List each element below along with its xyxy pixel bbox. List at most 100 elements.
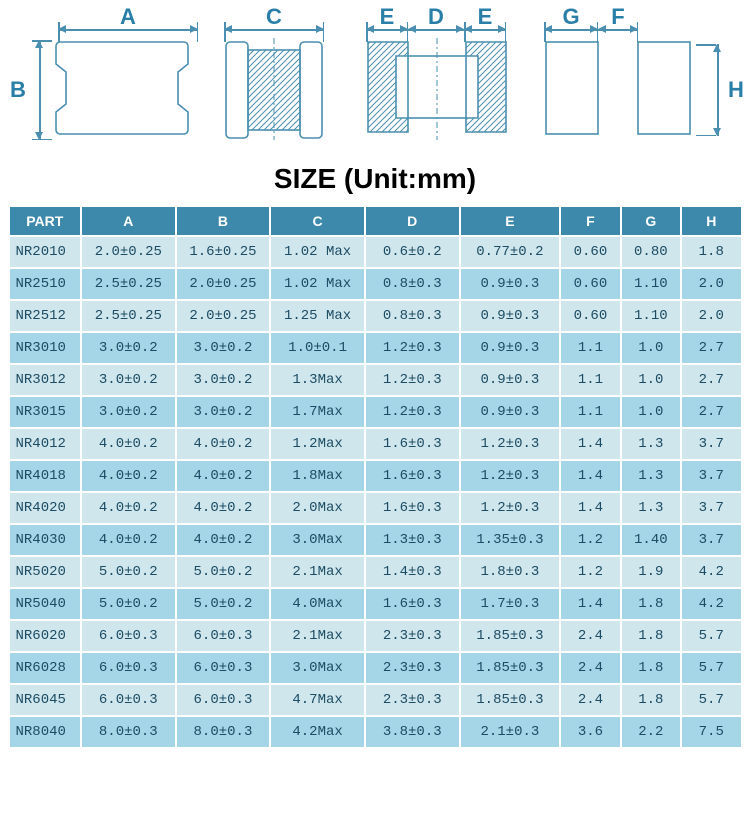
cell: 6.0±0.3 xyxy=(81,620,176,652)
section-shape xyxy=(352,36,522,144)
cell: 1.85±0.3 xyxy=(460,652,561,684)
cell: 3.0±0.2 xyxy=(81,332,176,364)
cell: 1.2±0.3 xyxy=(460,492,561,524)
cell: NR3010 xyxy=(9,332,81,364)
cell: 0.9±0.3 xyxy=(460,332,561,364)
cell: 3.0Max xyxy=(270,652,365,684)
cell: 0.9±0.3 xyxy=(460,396,561,428)
cell: 5.0±0.2 xyxy=(176,556,271,588)
cell: 1.6±0.3 xyxy=(365,588,460,620)
cell: 4.0±0.2 xyxy=(81,524,176,556)
table-row: NR25102.5±0.252.0±0.251.02 Max0.8±0.30.9… xyxy=(9,268,742,300)
cell: 4.0±0.2 xyxy=(176,460,271,492)
size-table: PARTABCDEFGH NR20102.0±0.251.6±0.251.02 … xyxy=(8,205,743,749)
cell: 2.3±0.3 xyxy=(365,652,460,684)
cell: 1.2±0.3 xyxy=(365,364,460,396)
table-row: NR60206.0±0.36.0±0.32.1Max2.3±0.31.85±0.… xyxy=(9,620,742,652)
cell: 4.0±0.2 xyxy=(81,460,176,492)
cell: 3.7 xyxy=(681,460,741,492)
col-d: D xyxy=(365,206,460,236)
cell: 0.9±0.3 xyxy=(460,268,561,300)
cell: 1.6±0.25 xyxy=(176,236,271,268)
cell: 0.8±0.3 xyxy=(365,300,460,332)
dimension-diagrams: A B C xyxy=(0,0,750,153)
cell: 1.10 xyxy=(621,300,681,332)
col-e: E xyxy=(460,206,561,236)
dim-label-b: B xyxy=(10,77,26,103)
cell: NR3015 xyxy=(9,396,81,428)
cell: 2.7 xyxy=(681,396,741,428)
dim-label-g: G xyxy=(562,4,579,30)
cell: 1.85±0.3 xyxy=(460,620,561,652)
table-row: NR60286.0±0.36.0±0.33.0Max2.3±0.31.85±0.… xyxy=(9,652,742,684)
cell: 7.5 xyxy=(681,716,741,748)
cell: 2.4 xyxy=(560,620,620,652)
cell: 0.9±0.3 xyxy=(460,364,561,396)
dim-label-a: A xyxy=(120,4,136,30)
cell: 3.7 xyxy=(681,492,741,524)
cell: 5.0±0.2 xyxy=(81,556,176,588)
cell: 1.8±0.3 xyxy=(460,556,561,588)
cell: 1.40 xyxy=(621,524,681,556)
cell: 1.8 xyxy=(621,684,681,716)
cell: 1.10 xyxy=(621,268,681,300)
col-c: C xyxy=(270,206,365,236)
cell: 1.0 xyxy=(621,332,681,364)
cell: 3.0±0.2 xyxy=(81,396,176,428)
cell: 1.4 xyxy=(560,460,620,492)
cell: 1.2 xyxy=(560,556,620,588)
table-row: NR25122.5±0.252.0±0.251.25 Max0.8±0.30.9… xyxy=(9,300,742,332)
cell: 2.5±0.25 xyxy=(81,268,176,300)
cell: NR2510 xyxy=(9,268,81,300)
cell: 6.0±0.3 xyxy=(176,652,271,684)
side-view-shape xyxy=(214,36,336,144)
dim-label-e2: E xyxy=(478,4,493,30)
cell: 1.2 xyxy=(560,524,620,556)
diagram-footprint-view: G F H xyxy=(538,8,732,144)
cell: 1.2±0.3 xyxy=(460,460,561,492)
cell: 1.3Max xyxy=(270,364,365,396)
col-f: F xyxy=(560,206,620,236)
cell: 1.4±0.3 xyxy=(365,556,460,588)
table-row: NR40184.0±0.24.0±0.21.8Max1.6±0.31.2±0.3… xyxy=(9,460,742,492)
cell: 4.0±0.2 xyxy=(176,492,271,524)
cell: NR5040 xyxy=(9,588,81,620)
cell: 0.60 xyxy=(560,268,620,300)
cell: 1.1 xyxy=(560,332,620,364)
cell: NR4030 xyxy=(9,524,81,556)
cell: 2.1Max xyxy=(270,620,365,652)
cell: 2.1Max xyxy=(270,556,365,588)
col-part: PART xyxy=(9,206,81,236)
cell: 1.3 xyxy=(621,460,681,492)
cell: 4.0±0.2 xyxy=(81,492,176,524)
col-a: A xyxy=(81,206,176,236)
table-row: NR30123.0±0.23.0±0.21.3Max1.2±0.30.9±0.3… xyxy=(9,364,742,396)
cell: NR2010 xyxy=(9,236,81,268)
cell: NR3012 xyxy=(9,364,81,396)
cell: 1.8 xyxy=(621,652,681,684)
cell: 6.0±0.3 xyxy=(81,652,176,684)
cell: 0.77±0.2 xyxy=(460,236,561,268)
cell: 1.0±0.1 xyxy=(270,332,365,364)
col-b: B xyxy=(176,206,271,236)
cell: 2.7 xyxy=(681,332,741,364)
cell: 2.3±0.3 xyxy=(365,684,460,716)
cell: 3.7 xyxy=(681,428,741,460)
cell: 2.2 xyxy=(621,716,681,748)
table-row: NR50205.0±0.25.0±0.22.1Max1.4±0.31.8±0.3… xyxy=(9,556,742,588)
cell: 6.0±0.3 xyxy=(176,684,271,716)
cell: 2.1±0.3 xyxy=(460,716,561,748)
cell: 4.2Max xyxy=(270,716,365,748)
cell: 4.0±0.2 xyxy=(176,524,271,556)
diagram-side-view: C xyxy=(214,8,336,149)
table-row: NR30103.0±0.23.0±0.21.0±0.11.2±0.30.9±0.… xyxy=(9,332,742,364)
cell: 1.1 xyxy=(560,364,620,396)
cell: 1.0 xyxy=(621,364,681,396)
cell: 4.0±0.2 xyxy=(81,428,176,460)
cell: 0.60 xyxy=(560,236,620,268)
cell: NR4012 xyxy=(9,428,81,460)
cell: 0.9±0.3 xyxy=(460,300,561,332)
cell: 1.2±0.3 xyxy=(460,428,561,460)
cell: 1.7±0.3 xyxy=(460,588,561,620)
table-row: NR60456.0±0.36.0±0.34.7Max2.3±0.31.85±0.… xyxy=(9,684,742,716)
